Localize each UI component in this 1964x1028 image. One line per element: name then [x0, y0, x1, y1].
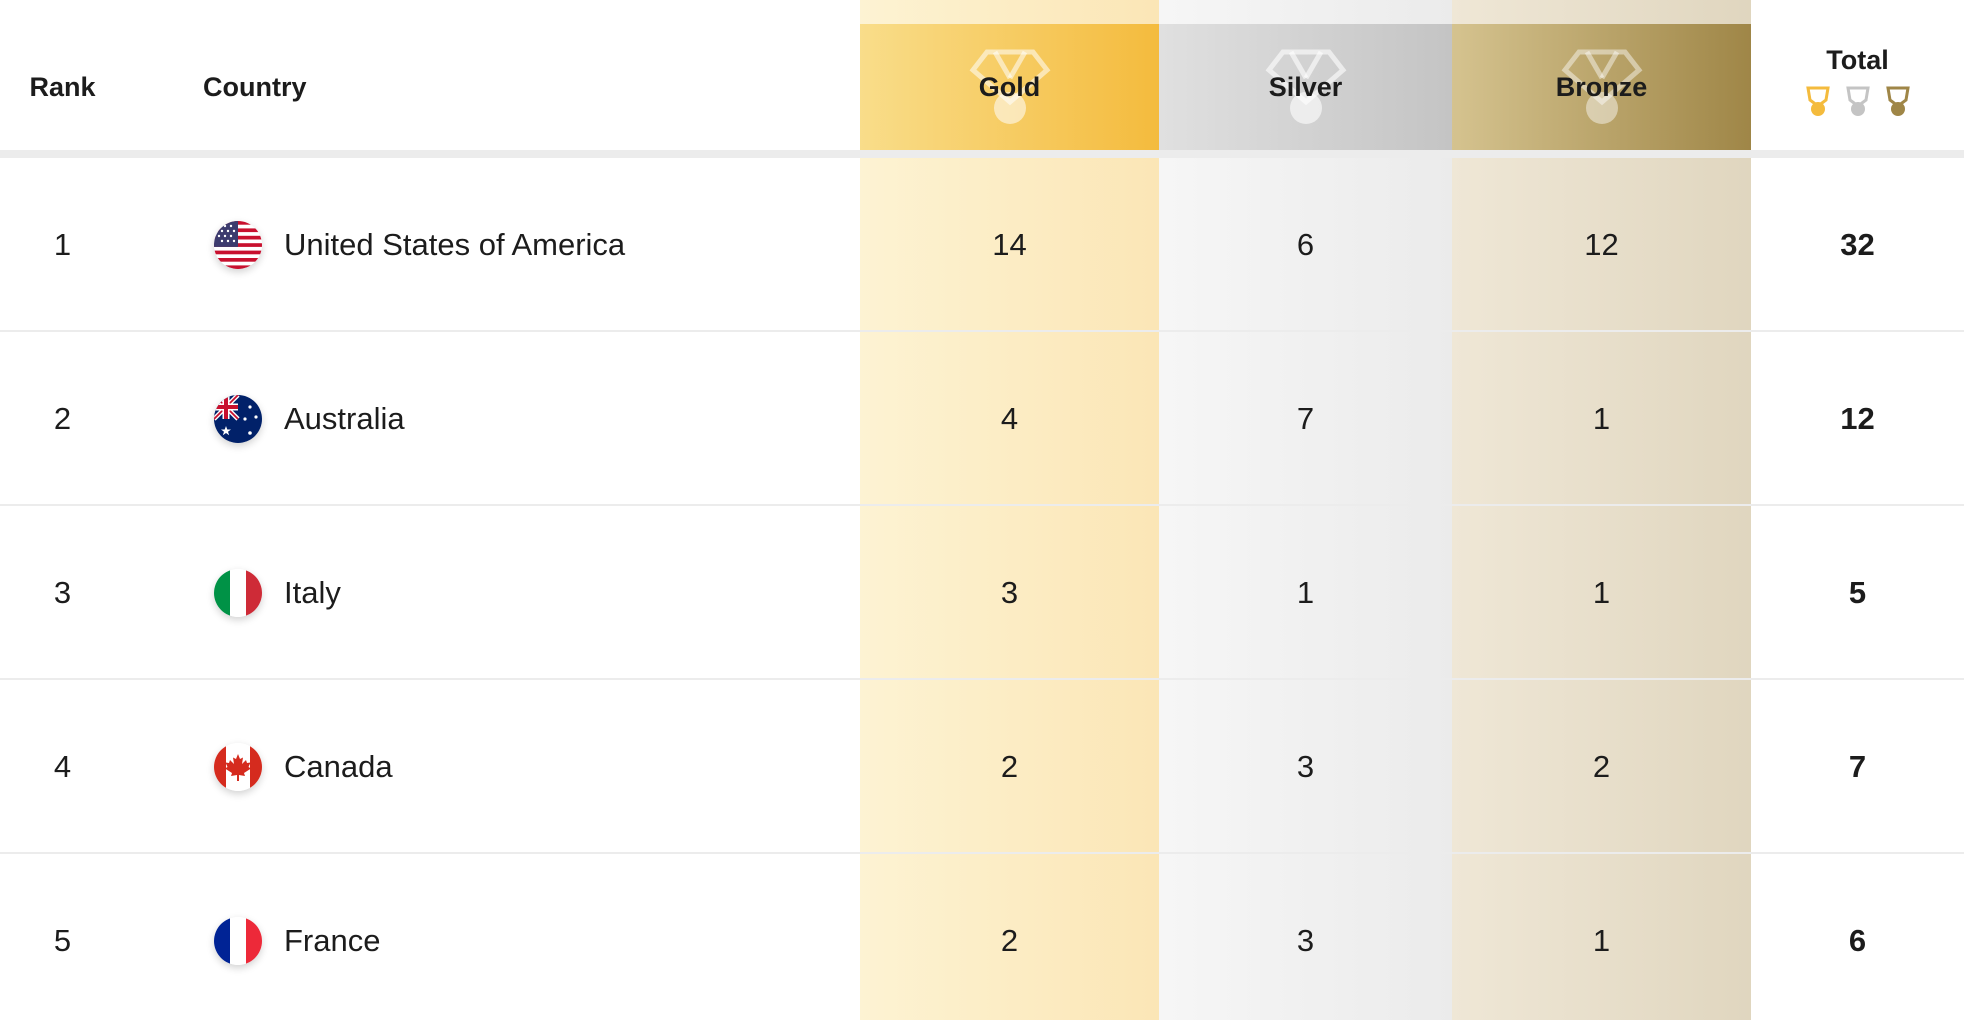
silver-header[interactable]: Silver — [1159, 24, 1452, 150]
table-row[interactable]: 1 — [0, 158, 1964, 332]
bronze-count-cell: 1 — [1592, 923, 1611, 958]
usa-flag-icon — [214, 221, 262, 269]
table-header: Rank Country Gold S — [0, 0, 1964, 150]
country-name: France — [284, 923, 381, 958]
bronze-header[interactable]: Bronze — [1452, 24, 1751, 150]
country-header[interactable]: Country — [203, 71, 307, 102]
total-header-label: Total — [1826, 44, 1889, 75]
rank-cell: 4 — [53, 749, 72, 784]
total-count-cell: 6 — [1848, 923, 1867, 958]
country-cell: France — [203, 854, 859, 1028]
bronze-header-label: Bronze — [1555, 71, 1648, 102]
rank-cell: 2 — [53, 401, 72, 436]
gold-count-cell: 14 — [992, 227, 1027, 262]
country-name: Italy — [284, 575, 341, 610]
country-name: Canada — [284, 749, 393, 784]
bronze-mini-medal-icon — [1885, 86, 1910, 116]
bronze-medal-icon — [1561, 49, 1642, 124]
country-cell: Australia — [203, 332, 859, 506]
silver-column-background — [1159, 0, 1452, 1020]
total-header[interactable]: Total — [1751, 36, 1964, 126]
table-row[interactable]: 5 France 2 3 1 6 — [0, 854, 1964, 1028]
total-count-cell: 12 — [1840, 401, 1875, 436]
gold-header[interactable]: Gold — [860, 24, 1159, 150]
gold-column-background — [860, 0, 1159, 1020]
gold-count-cell: 2 — [1000, 749, 1019, 784]
silver-header-label: Silver — [1268, 71, 1343, 102]
france-flag-icon — [214, 917, 262, 965]
gold-mini-medal-icon — [1805, 86, 1830, 116]
gold-count-cell: 2 — [1000, 923, 1019, 958]
total-count-cell: 32 — [1840, 227, 1875, 262]
rank-cell: 1 — [53, 227, 72, 262]
table-row[interactable]: 2 — [0, 332, 1964, 506]
rank-header[interactable]: Rank — [29, 71, 96, 102]
gold-medal-icon — [969, 49, 1050, 124]
bronze-count-cell: 2 — [1592, 749, 1611, 784]
silver-count-cell: 3 — [1296, 749, 1315, 784]
silver-count-cell: 7 — [1296, 401, 1315, 436]
row-divider — [0, 678, 1964, 680]
bronze-count-cell: 1 — [1592, 401, 1611, 436]
country-name: United States of America — [284, 227, 626, 262]
rank-cell: 5 — [53, 923, 72, 958]
country-name: Australia — [284, 401, 405, 436]
gold-count-cell: 4 — [1000, 401, 1019, 436]
table-row[interactable]: 3 Italy 3 1 1 5 — [0, 506, 1964, 680]
silver-count-cell: 3 — [1296, 923, 1315, 958]
country-cell: Canada — [203, 680, 859, 854]
row-divider — [0, 504, 1964, 506]
rank-cell: 3 — [53, 575, 72, 610]
country-cell: Italy — [203, 506, 859, 680]
silver-mini-medal-icon — [1845, 86, 1870, 116]
bronze-count-cell: 1 — [1592, 575, 1611, 610]
total-medal-icons — [1804, 86, 1912, 118]
table-row[interactable]: 4 Canada 2 3 2 7 — [0, 680, 1964, 854]
bronze-count-cell: 12 — [1584, 227, 1619, 262]
gold-header-label: Gold — [978, 71, 1041, 102]
gold-count-cell: 3 — [1000, 575, 1019, 610]
total-count-cell: 5 — [1848, 575, 1867, 610]
italy-flag-icon — [214, 569, 262, 617]
row-divider — [0, 852, 1964, 854]
silver-count-cell: 6 — [1296, 227, 1315, 262]
total-count-cell: 7 — [1848, 749, 1867, 784]
country-cell: United States of America — [203, 158, 859, 332]
silver-count-cell: 1 — [1296, 575, 1315, 610]
australia-flag-icon — [214, 395, 262, 443]
silver-medal-icon — [1265, 49, 1346, 124]
bronze-column-background — [1452, 0, 1751, 1020]
row-divider — [0, 330, 1964, 332]
canada-flag-icon — [214, 743, 262, 791]
header-divider — [0, 150, 1964, 158]
